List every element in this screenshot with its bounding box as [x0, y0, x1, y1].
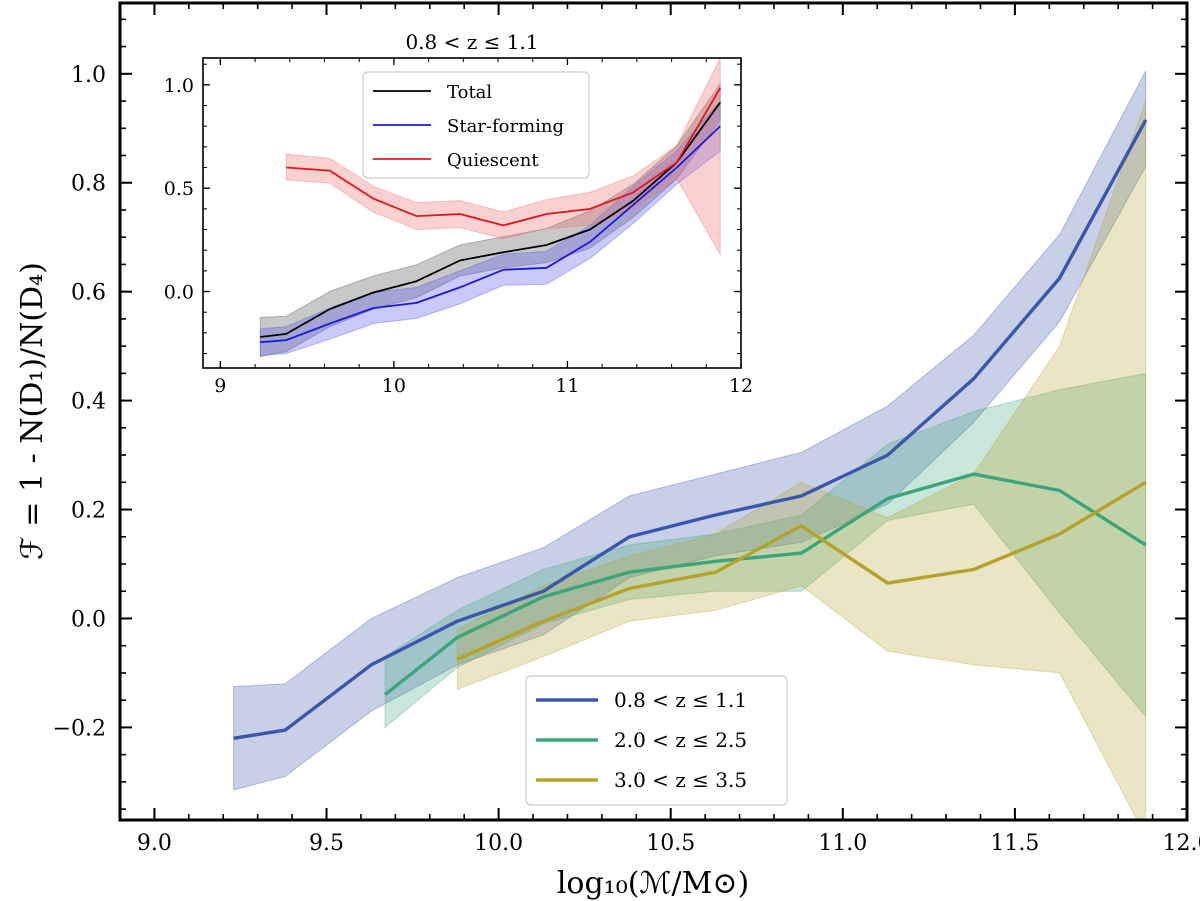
inset-legend-label-2: Quiescent [447, 150, 539, 171]
inset-xtick-label: 12 [729, 375, 753, 397]
main-legend: 0.8 < z ≤ 1.1 2.0 < z ≤ 2.5 3.0 < z ≤ 3.5 [525, 675, 788, 806]
main-legend-label-1: 2.0 < z ≤ 2.5 [614, 728, 747, 752]
main-ytick-label: 0.0 [71, 607, 106, 632]
main-ytick-label: 0.4 [71, 390, 106, 415]
inset-error-bands [259, 58, 721, 358]
inset-band-0 [259, 82, 721, 358]
main-y-axis-label: ℱ = 1 - N(D₁)/N(D₄) [15, 262, 50, 560]
main-legend-label-2: 3.0 < z ≤ 3.5 [614, 768, 747, 792]
main-error-bands [233, 70, 1147, 820]
inset-ytick-label: 1.0 [164, 75, 194, 97]
main-xtick-label: 9.5 [309, 831, 344, 856]
main-xtick-label: 10.5 [646, 831, 695, 856]
main-xtick-label: 10.0 [474, 831, 523, 856]
inset-line-0 [260, 101, 721, 338]
main-ytick-label: 0.2 [71, 499, 106, 524]
inset-xtick-label: 9 [214, 375, 226, 397]
main-plot-frame [118, 1, 1189, 822]
main-legend-label-0: 0.8 < z ≤ 1.1 [614, 688, 747, 712]
main-line-2 [456, 480, 1147, 661]
inset-legend-label-1: Star-forming [447, 116, 564, 137]
main-ytick-label: −0.2 [53, 716, 106, 741]
inset-legend: Total Star-forming Quiescent [362, 71, 590, 179]
inset-line-2 [286, 87, 721, 227]
main-xtick-label: 11.5 [990, 831, 1039, 856]
main-plot: 9.0 9.5 10.0 10.5 11.0 11.5 12.0 −0.2 0.0 0.2 0.4 0… [15, 1, 1200, 901]
inset-legend-box [362, 71, 590, 179]
inset-legend-label-0: Total [447, 82, 492, 103]
inset-line-1 [260, 125, 721, 344]
main-ytick-label: 0.8 [71, 172, 106, 197]
main-legend-box [525, 675, 788, 806]
inset-series-lines [260, 87, 721, 344]
inset-title: 0.8 < z ≤ 1.1 [405, 30, 538, 54]
main-band-2 [456, 100, 1147, 820]
main-ticks: 9.0 9.5 10.0 10.5 11.0 11.5 12.0 −0.2 0.0 0.2 0.4 0… [53, 3, 1200, 856]
main-line-0 [233, 119, 1148, 740]
inset-ytick-label: 0.0 [164, 282, 194, 304]
main-line-1 [383, 472, 1147, 697]
main-series-lines [233, 119, 1148, 740]
main-band-1 [384, 372, 1147, 729]
inset-band-2 [285, 58, 721, 257]
inset-band-1 [259, 100, 721, 357]
inset-ytick-label: 0.5 [164, 178, 194, 200]
inset-plot-frame [202, 57, 742, 369]
main-xtick-label: 12.0 [1163, 831, 1200, 856]
main-ytick-label: 1.0 [71, 63, 106, 88]
main-xtick-label: 11.0 [818, 831, 867, 856]
inset-plot: 9 10 11 12 0.0 0.5 1.0 0.8 < z ≤ 1.1 Total Star… [164, 30, 753, 397]
main-band-0 [233, 70, 1147, 791]
main-xtick-label: 9.0 [137, 831, 172, 856]
main-ytick-label: 0.6 [71, 281, 106, 306]
inset-xtick-label: 10 [382, 375, 406, 397]
inset-xtick-label: 11 [555, 375, 579, 397]
main-x-axis-label: log₁₀(ℳ/M⊙) [557, 866, 749, 901]
